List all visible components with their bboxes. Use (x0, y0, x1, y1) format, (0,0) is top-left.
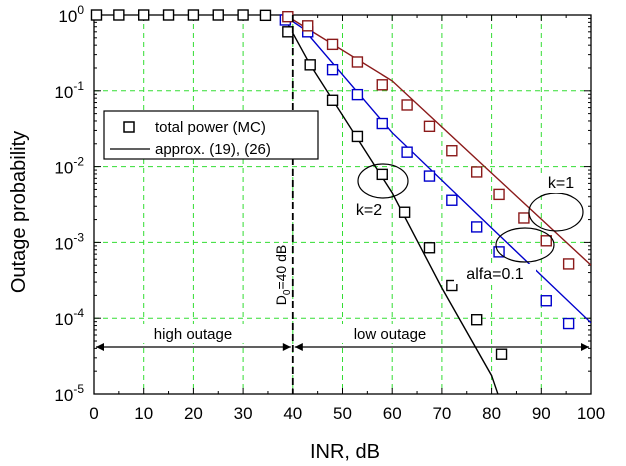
data-point (562, 317, 575, 330)
x-tick-label: 0 (89, 404, 98, 423)
low-outage-label: low outage (354, 326, 427, 343)
data-point (423, 120, 436, 133)
data-point (376, 79, 388, 91)
data-point (446, 145, 458, 157)
low-outage-arrowhead-left (294, 343, 303, 351)
data-point (282, 26, 294, 38)
k2-label-bg (347, 200, 391, 220)
x-tick-label: 20 (184, 404, 203, 423)
high-outage-label: high outage (154, 326, 232, 343)
series-line (284, 14, 591, 266)
data-point (351, 130, 364, 143)
k1-label: k=1 (548, 175, 574, 192)
k2-label: k=2 (356, 202, 382, 219)
data-point (518, 212, 530, 224)
data-point (351, 88, 364, 101)
data-point (351, 56, 364, 68)
y-axis-label: Outage probability (8, 131, 30, 293)
legend-square-marker (123, 121, 135, 133)
data-point (401, 99, 413, 111)
data-point (376, 117, 388, 130)
axes: 0 10 20 30 40 50 60 70 80 90 100 100 10-1 10-2 10-3 10-… (54, 3, 605, 423)
data-point (304, 59, 316, 71)
data-point (326, 94, 339, 106)
data-point (493, 188, 505, 201)
data-point (470, 221, 483, 233)
series-lines (282, 14, 591, 394)
x-tick-label: 40 (283, 404, 302, 423)
low-outage-label-bg (342, 324, 438, 343)
data-point (302, 20, 314, 32)
data-point (237, 9, 249, 21)
x-axis-label: INR, dB (310, 441, 380, 463)
data-point (470, 314, 483, 326)
data-point (540, 235, 552, 247)
series-line (282, 14, 499, 394)
data-point (423, 170, 436, 182)
legend-entry-label: total power (MC) (155, 119, 266, 136)
grid (94, 15, 591, 394)
y-tick-label: 10-3 (54, 230, 84, 253)
data-point (113, 9, 125, 21)
x-tick-label: 70 (432, 404, 451, 423)
x-tick-label: 100 (577, 404, 605, 423)
low-outage-arrowhead-right (581, 343, 589, 351)
x-tick-label: 90 (532, 404, 551, 423)
k1-label-bg (539, 173, 583, 193)
data-point (540, 295, 552, 307)
high-outage-label-bg (140, 324, 248, 343)
y-tick-label: 10-2 (54, 155, 84, 178)
data-point (398, 206, 411, 218)
data-point (187, 9, 200, 21)
y-tick-label: 10-1 (54, 79, 84, 102)
data-point (326, 38, 339, 51)
d0-label: D0=40 dB (273, 245, 293, 305)
high-outage-arrowhead-left (96, 343, 104, 351)
data-point (259, 9, 272, 22)
data-point (137, 9, 150, 21)
y-tick-label: 10-5 (54, 382, 84, 405)
data-point (470, 166, 483, 178)
data-point (162, 9, 175, 21)
data-point (401, 146, 413, 158)
k2-ellipse (357, 163, 409, 199)
legend-entry-label: approx. (19), (26) (155, 141, 271, 158)
legend-box (103, 110, 319, 160)
data-point (446, 279, 458, 292)
y-tick-label: 10-4 (54, 306, 84, 329)
x-tick-label: 10 (134, 404, 153, 423)
data-point (423, 242, 436, 254)
x-tick-label: 30 (234, 404, 253, 423)
x-tick-label: 60 (383, 404, 402, 423)
data-point (495, 348, 508, 360)
alfa-label-bg (454, 264, 536, 284)
plot-frame (93, 14, 592, 395)
series-points (90, 9, 575, 360)
annotations: D0=40 dB high outage low outage k=2 k=1 alfa=… (96, 15, 589, 394)
alfa-label: alfa=0.1 (466, 266, 523, 283)
data-point (212, 9, 224, 21)
data-point (326, 63, 339, 76)
x-tick-label: 80 (482, 404, 501, 423)
legend: total power (MC) approx. (19), (26) (103, 110, 319, 160)
series-line (282, 14, 591, 324)
data-point (282, 10, 294, 23)
alfa-ellipse (495, 227, 555, 263)
data-point (376, 168, 388, 181)
high-outage-arrowhead-right (282, 343, 291, 351)
data-point (446, 194, 458, 206)
data-point (562, 258, 575, 270)
y-tick-label: 100 (58, 3, 84, 26)
x-tick-label: 50 (333, 404, 352, 423)
data-point (90, 9, 103, 21)
